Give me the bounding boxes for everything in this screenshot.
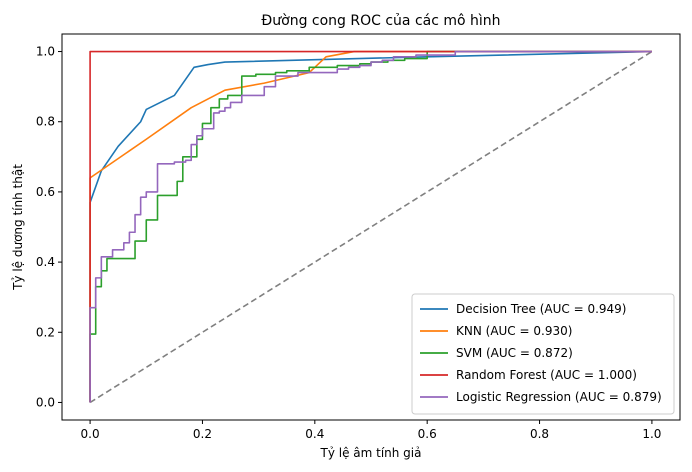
series-line-decision-tree	[89, 50, 652, 403]
y-tick-label: 0.4	[36, 255, 55, 269]
chart-title: Đường cong ROC của các mô hình	[261, 13, 500, 29]
x-tick-label: 0.4	[305, 427, 324, 441]
x-tick-label: 0.8	[530, 427, 549, 441]
y-tick-label: 0.6	[36, 185, 55, 199]
reference-line-group	[89, 50, 653, 404]
y-tick-label: 0.8	[36, 115, 55, 129]
series-line-logistic-regression	[89, 50, 652, 403]
legend-entry-label: SVM (AUC = 0.872)	[456, 346, 573, 360]
series-line-svm	[89, 50, 652, 403]
reference-diagonal-line	[89, 50, 653, 404]
plot-frame	[61, 33, 681, 421]
x-axis-title: Tỷ lệ âm tính giả	[319, 446, 421, 460]
y-tick-label: 0.2	[36, 325, 55, 339]
legend-entry-label: Random Forest (AUC = 1.000)	[456, 368, 637, 382]
x-tick-label: 0.6	[418, 427, 437, 441]
x-tick-label: 1.0	[642, 427, 661, 441]
legend-entry-label: Decision Tree (AUC = 0.949)	[456, 302, 627, 316]
x-tick-label: 0.0	[81, 427, 100, 441]
y-tick-label: 1.0	[36, 45, 55, 59]
legend: Decision Tree (AUC = 0.949) KNN (AUC = 0.…	[411, 293, 675, 415]
legend-entry-label: Logistic Regression (AUC = 0.879)	[456, 390, 662, 404]
x-tick-label: 0.2	[193, 427, 212, 441]
y-tick-label: 0.0	[36, 395, 55, 409]
x-axis-ticks: 0.0 0.2 0.4 0.6 0.8 1.0	[81, 420, 661, 441]
series-line-knn	[89, 50, 652, 403]
y-axis-title: Tỷ lệ dương tính thật	[11, 164, 25, 291]
y-axis-ticks: 0.0 0.2 0.4 0.6 0.8 1.0	[36, 45, 62, 409]
legend-entry-label: KNN (AUC = 0.930)	[456, 324, 572, 338]
series-group	[89, 50, 652, 403]
legend-box	[411, 293, 675, 415]
